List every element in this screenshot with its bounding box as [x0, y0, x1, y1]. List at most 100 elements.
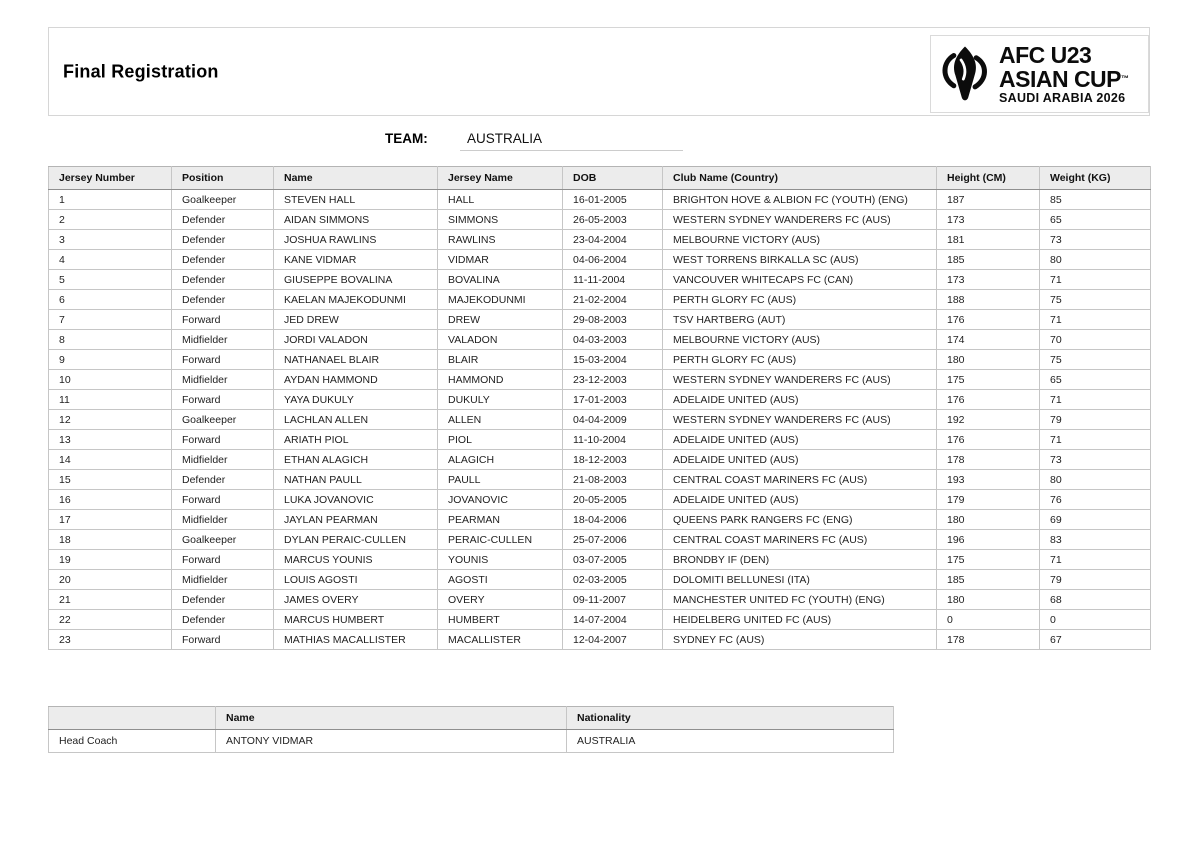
table-cell: 175 — [936, 549, 1040, 570]
trademark-symbol: ™ — [1121, 73, 1129, 83]
column-header: Jersey Number — [48, 166, 172, 190]
table-cell: 69 — [1039, 509, 1151, 530]
table-cell: Goalkeeper — [171, 189, 274, 210]
table-cell: 71 — [1039, 309, 1151, 330]
table-cell: 181 — [936, 229, 1040, 250]
table-cell: 14-07-2004 — [562, 609, 663, 630]
table-row: 9 Forward NATHANAEL BLAIR BLAIR 15-03-2004 PE… — [48, 349, 1151, 370]
table-row: 13 Forward ARIATH PIOL PIOL 11-10-2004 ADELAI… — [48, 429, 1151, 450]
table-row: 1 Goalkeeper STEVEN HALL HALL 16-01-2005 BRIG… — [48, 189, 1151, 210]
table-cell: DUKULY — [437, 389, 563, 410]
table-cell: 19 — [48, 549, 172, 570]
players-table-head: Jersey Number Position Name Jersey Name DOB C… — [48, 166, 1151, 190]
table-row: 2 Defender AIDAN SIMMONS SIMMONS 26-05-2003 W… — [48, 209, 1151, 230]
logo-line-3: SAUDI ARABIA 2026 — [999, 90, 1126, 105]
table-cell: 75 — [1039, 349, 1151, 370]
table-cell: 0 — [936, 609, 1040, 630]
table-cell: 65 — [1039, 209, 1151, 230]
table-row: 15 Defender NATHAN PAULL PAULL 21-08-2003 CEN… — [48, 469, 1151, 490]
table-cell: 83 — [1039, 529, 1151, 550]
table-cell: QUEENS PARK RANGERS FC (ENG) — [662, 509, 937, 530]
table-row: 22 Defender MARCUS HUMBERT HUMBERT 14-07-200… — [48, 609, 1151, 630]
table-cell: 25-07-2006 — [562, 529, 663, 550]
table-cell: 71 — [1039, 549, 1151, 570]
table-cell: 79 — [1039, 409, 1151, 430]
table-cell: AYDAN HAMMOND — [273, 369, 438, 390]
table-cell: 68 — [1039, 589, 1151, 610]
table-cell: 2 — [48, 209, 172, 230]
team-value-field: AUSTRALIA — [460, 131, 683, 151]
table-cell: 17 — [48, 509, 172, 530]
table-row: 16 Forward LUKA JOVANOVIC JOVANOVIC 20-05-20… — [48, 489, 1151, 510]
column-header: Jersey Name — [437, 166, 563, 190]
table-cell: 11-11-2004 — [562, 269, 663, 290]
table-cell: ADELAIDE UNITED (AUS) — [662, 449, 937, 470]
table-row: 19 Forward MARCUS YOUNIS YOUNIS 03-07-2005 BR… — [48, 549, 1151, 570]
table-cell: KANE VIDMAR — [273, 249, 438, 270]
table-cell: MAJEKODUNMI — [437, 289, 563, 310]
table-cell: Midfielder — [171, 569, 274, 590]
table-cell: Defender — [171, 209, 274, 230]
table-cell: AUSTRALIA — [566, 729, 894, 753]
table-cell: Defender — [171, 289, 274, 310]
table-cell: VANCOUVER WHITECAPS FC (CAN) — [662, 269, 937, 290]
table-cell: MANCHESTER UNITED FC (YOUTH) (ENG) — [662, 589, 937, 610]
staff-table: Name Nationality Head Coach ANTONY VIDMAR A… — [48, 706, 894, 753]
table-cell: RAWLINS — [437, 229, 563, 250]
table-cell: AGOSTI — [437, 569, 563, 590]
table-cell: 173 — [936, 209, 1040, 230]
table-cell: 179 — [936, 489, 1040, 510]
table-cell: 16-01-2005 — [562, 189, 663, 210]
table-cell: DREW — [437, 309, 563, 330]
table-cell: 23 — [48, 629, 172, 650]
table-cell: PERTH GLORY FC (AUS) — [662, 289, 937, 310]
table-cell: HALL — [437, 189, 563, 210]
table-row: 10 Midfielder AYDAN HAMMOND HAMMOND 23-12-20… — [48, 369, 1151, 390]
table-cell: Midfielder — [171, 329, 274, 350]
table-cell: OVERY — [437, 589, 563, 610]
logo-line-2: ASIAN CUP™ — [999, 65, 1129, 92]
table-cell: VIDMAR — [437, 249, 563, 270]
column-header: DOB — [562, 166, 663, 190]
table-cell: ETHAN ALAGICH — [273, 449, 438, 470]
table-cell: 02-03-2005 — [562, 569, 663, 590]
column-header: Nationality — [566, 706, 894, 730]
table-cell: 80 — [1039, 469, 1151, 490]
table-cell: 12-04-2007 — [562, 629, 663, 650]
table-cell: 04-04-2009 — [562, 409, 663, 430]
table-cell: 26-05-2003 — [562, 209, 663, 230]
table-cell: 73 — [1039, 449, 1151, 470]
table-cell: STEVEN HALL — [273, 189, 438, 210]
table-cell: YOUNIS — [437, 549, 563, 570]
table-cell: Forward — [171, 489, 274, 510]
table-cell: 73 — [1039, 229, 1151, 250]
table-cell: 21-02-2004 — [562, 289, 663, 310]
table-cell: ALLEN — [437, 409, 563, 430]
table-cell: 180 — [936, 509, 1040, 530]
table-cell: PEARMAN — [437, 509, 563, 530]
table-cell: Defender — [171, 469, 274, 490]
table-cell: 193 — [936, 469, 1040, 490]
table-cell: DOLOMITI BELLUNESI (ITA) — [662, 569, 937, 590]
table-cell: 185 — [936, 249, 1040, 270]
table-cell: 15-03-2004 — [562, 349, 663, 370]
table-row: 17 Midfielder JAYLAN PEARMAN PEARMAN 18-04-2… — [48, 509, 1151, 530]
table-cell: LACHLAN ALLEN — [273, 409, 438, 430]
table-row: Head Coach ANTONY VIDMAR AUSTRALIA — [48, 729, 894, 753]
table-cell: VALADON — [437, 329, 563, 350]
table-cell: 192 — [936, 409, 1040, 430]
table-cell: BOVALINA — [437, 269, 563, 290]
table-cell: 18-04-2006 — [562, 509, 663, 530]
table-cell: MELBOURNE VICTORY (AUS) — [662, 329, 937, 350]
table-row: 3 Defender JOSHUA RAWLINS RAWLINS 23-04-2004… — [48, 229, 1151, 250]
table-cell: 178 — [936, 449, 1040, 470]
table-cell: MATHIAS MACALLISTER — [273, 629, 438, 650]
table-cell: Defender — [171, 609, 274, 630]
table-cell: 85 — [1039, 189, 1151, 210]
table-cell: Defender — [171, 249, 274, 270]
table-cell: Goalkeeper — [171, 529, 274, 550]
table-cell: 196 — [936, 529, 1040, 550]
table-row: 21 Defender JAMES OVERY OVERY 09-11-2007 MANC… — [48, 589, 1151, 610]
table-cell: JAYLAN PEARMAN — [273, 509, 438, 530]
table-cell: 6 — [48, 289, 172, 310]
